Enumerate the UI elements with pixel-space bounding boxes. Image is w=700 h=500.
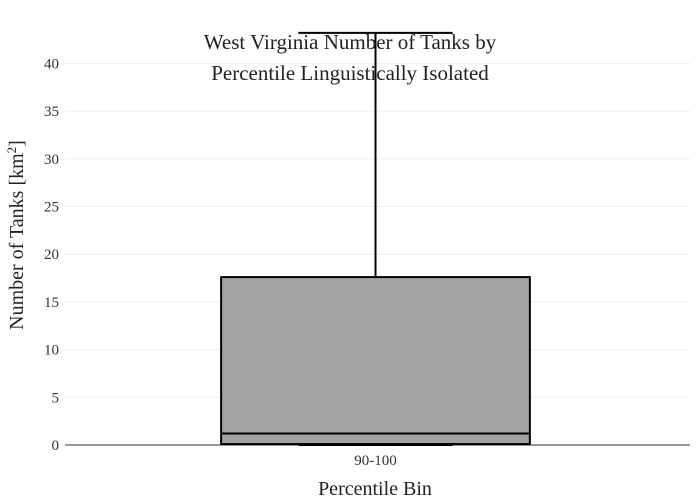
y-axis-title-main: Number of Tanks [km [6,153,28,330]
y-axis-ticks: 0 5 10 15 20 25 30 35 40 [44,56,59,454]
interquartile-box [220,276,531,446]
y-tick-label-20: 20 [44,247,59,263]
y-axis-title-superscript: 2 [4,147,19,154]
box-series [220,31,531,446]
y-tick-label-10: 10 [44,343,59,359]
y-tick-label-35: 35 [44,104,59,120]
y-tick-label-15: 15 [44,295,59,311]
y-axis-title: Number of Tanks [km2] [4,140,28,330]
chart-title-line-2: Percentile Linguistically Isolated [211,61,489,85]
y-tick-label-30: 30 [44,152,59,168]
chart-title-line-1: West Virginia Number of Tanks by [204,30,497,54]
x-tick-label-0: 90-100 [354,453,397,469]
x-axis-ticks: 90-100 [354,453,397,469]
y-tick-label-0: 0 [52,438,60,454]
y-tick-label-25: 25 [44,199,59,215]
y-tick-label-5: 5 [52,390,60,406]
y-axis-title-end: ] [6,140,28,147]
y-tick-label-40: 40 [44,56,59,72]
x-axis-title: Percentile Bin [318,478,432,500]
